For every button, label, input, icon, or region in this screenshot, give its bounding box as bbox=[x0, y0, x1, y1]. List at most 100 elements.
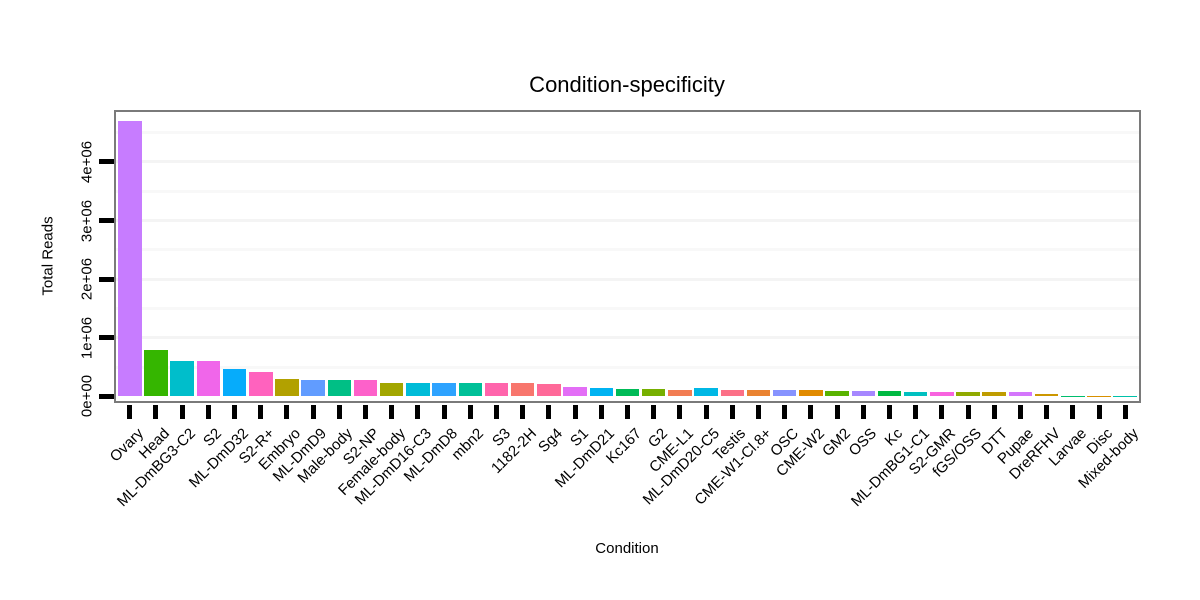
x-tick bbox=[310, 405, 316, 419]
x-tick bbox=[179, 405, 185, 419]
chart-title: Condition-specificity bbox=[529, 72, 725, 97]
gridline-major bbox=[116, 336, 1139, 340]
x-axis-title: Condition bbox=[595, 540, 659, 557]
bar bbox=[746, 390, 771, 397]
bar bbox=[484, 382, 509, 397]
x-tick bbox=[703, 405, 709, 419]
bar bbox=[589, 388, 614, 397]
bar bbox=[510, 382, 535, 397]
x-tick bbox=[598, 405, 604, 419]
bar bbox=[275, 378, 299, 397]
bar bbox=[222, 369, 247, 397]
y-tick-label: 0e+00 bbox=[78, 375, 96, 418]
y-tick bbox=[99, 218, 114, 223]
x-tick bbox=[546, 405, 552, 419]
bar bbox=[903, 392, 928, 397]
x-tick bbox=[1096, 405, 1102, 419]
bar bbox=[432, 383, 456, 397]
x-tick bbox=[834, 405, 840, 419]
x-tick bbox=[363, 405, 368, 419]
bar bbox=[720, 390, 745, 397]
x-tick bbox=[1070, 405, 1076, 419]
bar bbox=[982, 392, 1007, 397]
x-tick bbox=[677, 405, 683, 419]
bar bbox=[196, 360, 221, 397]
bar bbox=[851, 391, 876, 397]
bar bbox=[563, 386, 587, 397]
bar bbox=[799, 390, 823, 397]
x-tick bbox=[494, 405, 499, 419]
x-tick bbox=[1017, 405, 1023, 419]
bar bbox=[406, 383, 430, 397]
y-tick bbox=[99, 276, 114, 282]
y-tick bbox=[99, 159, 114, 165]
bar bbox=[248, 371, 273, 397]
bar bbox=[825, 390, 849, 397]
x-tick bbox=[860, 405, 866, 419]
bar bbox=[694, 388, 718, 397]
x-tick bbox=[153, 405, 159, 419]
bar bbox=[1008, 392, 1033, 397]
bar bbox=[117, 121, 142, 397]
x-tick bbox=[520, 405, 526, 419]
x-tick-label: Sg4 bbox=[535, 425, 566, 456]
gridline-minor bbox=[116, 306, 1139, 310]
x-tick bbox=[258, 405, 264, 419]
bar bbox=[327, 380, 352, 397]
bar bbox=[668, 389, 692, 397]
x-tick bbox=[127, 405, 133, 419]
y-tick-label: 3e+06 bbox=[78, 199, 96, 242]
x-tick bbox=[939, 405, 945, 419]
x-tick bbox=[651, 405, 657, 419]
x-tick bbox=[284, 405, 290, 419]
x-tick bbox=[913, 405, 919, 419]
bar bbox=[537, 383, 561, 397]
y-tick-label: 4e+06 bbox=[78, 140, 96, 183]
x-tick bbox=[415, 405, 421, 419]
x-tick bbox=[965, 405, 971, 419]
bar bbox=[458, 383, 483, 397]
bar bbox=[772, 390, 797, 397]
y-tick-label: 1e+06 bbox=[78, 316, 96, 359]
gridline-minor bbox=[116, 189, 1139, 193]
gridline-minor bbox=[116, 365, 1139, 369]
x-tick bbox=[441, 405, 447, 419]
bar bbox=[1034, 393, 1059, 397]
x-tick bbox=[336, 405, 342, 419]
bar bbox=[144, 350, 168, 397]
plot-panel bbox=[114, 110, 1141, 403]
y-tick-label: 2e+06 bbox=[78, 258, 96, 301]
x-tick bbox=[729, 405, 735, 419]
bar bbox=[877, 390, 902, 397]
gridline-major bbox=[116, 160, 1139, 164]
bar bbox=[379, 382, 404, 397]
x-tick bbox=[389, 405, 395, 419]
x-tick bbox=[1044, 405, 1050, 419]
x-tick bbox=[782, 405, 788, 419]
bar bbox=[615, 388, 640, 397]
x-tick bbox=[755, 405, 761, 419]
x-tick-label: OSS bbox=[845, 425, 881, 460]
bar bbox=[956, 392, 980, 397]
y-tick bbox=[99, 335, 114, 341]
y-tick bbox=[99, 393, 114, 399]
y-axis-title: Total Reads bbox=[39, 216, 57, 296]
x-tick bbox=[572, 405, 578, 419]
bar bbox=[170, 361, 194, 397]
x-tick bbox=[991, 405, 997, 419]
gridline-minor bbox=[116, 131, 1139, 135]
bar bbox=[353, 379, 378, 397]
x-tick bbox=[886, 405, 892, 419]
bar bbox=[301, 379, 325, 397]
x-tick bbox=[1122, 405, 1128, 419]
gridline-major bbox=[116, 277, 1139, 281]
bar bbox=[930, 391, 954, 397]
x-tick bbox=[205, 405, 211, 419]
x-tick bbox=[625, 405, 630, 419]
bar bbox=[641, 388, 666, 397]
gridline-major bbox=[116, 219, 1139, 222]
x-tick bbox=[232, 405, 237, 419]
gridline-minor bbox=[116, 248, 1139, 252]
x-tick bbox=[808, 405, 814, 419]
